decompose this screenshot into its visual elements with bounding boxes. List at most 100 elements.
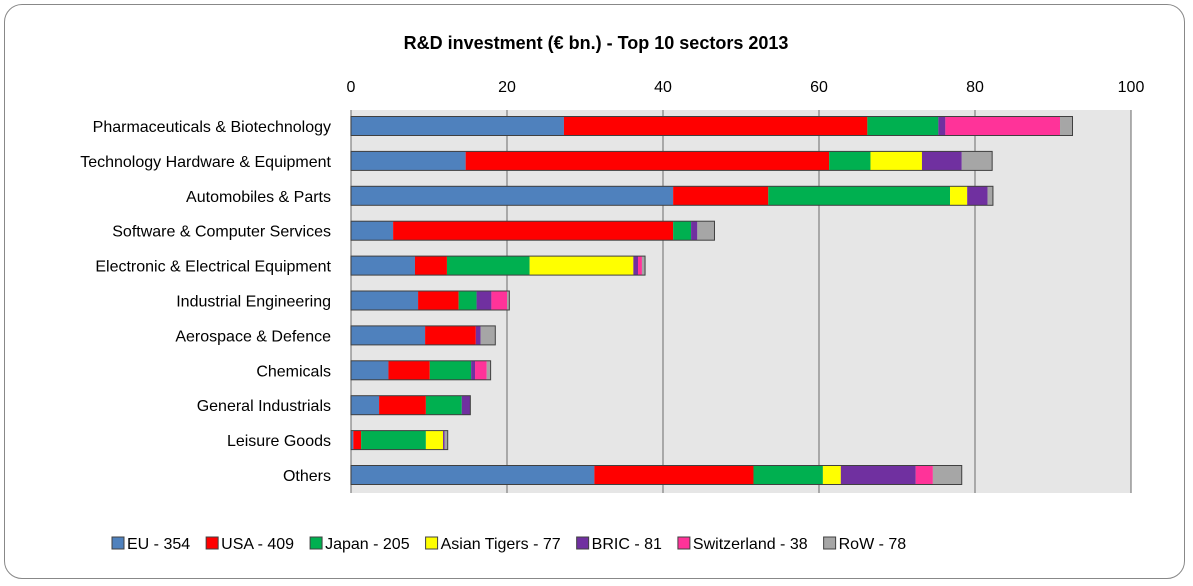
category-label: Industrial Engineering bbox=[176, 294, 331, 311]
bar-outline bbox=[350, 116, 1073, 136]
bar-segment bbox=[351, 151, 466, 171]
bar-segment bbox=[921, 151, 962, 171]
legend-swatch bbox=[823, 536, 837, 550]
bar-outline bbox=[350, 465, 963, 485]
legend-item: Japan - 205 bbox=[309, 536, 410, 553]
bar-segment bbox=[353, 430, 362, 450]
category-label: General Industrials bbox=[197, 398, 331, 415]
bar-segment bbox=[471, 360, 476, 380]
x-tick-label: 100 bbox=[1118, 79, 1145, 96]
bar-segment bbox=[461, 395, 471, 415]
bar-segment bbox=[961, 151, 993, 171]
legend-item: RoW - 78 bbox=[823, 536, 906, 553]
bar-segment bbox=[938, 116, 946, 136]
bar-group bbox=[350, 395, 471, 416]
legend-item: Switzerland - 38 bbox=[677, 536, 808, 553]
legend-swatch bbox=[309, 536, 323, 550]
bar-segment bbox=[475, 325, 481, 345]
bar-segment bbox=[351, 465, 595, 485]
legend-item: EU - 354 bbox=[111, 536, 190, 553]
bar-segment bbox=[950, 186, 968, 206]
category-label: Others bbox=[283, 468, 331, 485]
bar-segment bbox=[529, 256, 634, 276]
bar-group bbox=[350, 430, 449, 451]
bar-segment bbox=[475, 360, 487, 380]
bar-segment bbox=[351, 256, 415, 276]
legend-swatch bbox=[425, 536, 439, 550]
bar-segment bbox=[507, 291, 510, 310]
x-tick-label: 0 bbox=[347, 79, 356, 96]
bar-segment bbox=[351, 430, 354, 450]
bar-segment bbox=[673, 186, 769, 206]
bar-segment bbox=[691, 221, 698, 241]
bar-segment bbox=[379, 395, 426, 415]
bar-segment bbox=[822, 465, 841, 485]
x-tick-label: 80 bbox=[966, 79, 984, 96]
bar-segment bbox=[932, 465, 962, 485]
bar-segment bbox=[351, 291, 419, 310]
legend-label: Japan - 205 bbox=[325, 536, 410, 553]
bar-outline bbox=[350, 325, 496, 346]
bar-segment bbox=[351, 360, 389, 380]
bar-outline bbox=[350, 430, 449, 451]
legend: EU - 354 USA - 409 Japan - 205 Asian Tigers… bbox=[111, 536, 906, 553]
bar-segment bbox=[870, 151, 922, 171]
bar-segment bbox=[425, 395, 462, 415]
bar-segment bbox=[491, 291, 507, 310]
bar-segment bbox=[867, 116, 939, 136]
bar-segment bbox=[414, 256, 447, 276]
bar-segment bbox=[425, 325, 476, 345]
bar-segment bbox=[987, 186, 993, 206]
x-tick-label: 40 bbox=[654, 79, 672, 96]
bar-segment bbox=[697, 221, 715, 241]
category-label: Leisure Goods bbox=[227, 433, 331, 450]
bar-group bbox=[350, 220, 715, 241]
bar-segment bbox=[480, 325, 496, 345]
bar-segment bbox=[388, 360, 430, 380]
bar-group bbox=[350, 116, 1073, 136]
bar-group bbox=[350, 325, 496, 346]
legend-label: USA - 409 bbox=[221, 536, 294, 553]
legend-item: Asian Tigers - 77 bbox=[425, 536, 561, 553]
bar-segment bbox=[641, 256, 646, 276]
bar-outline bbox=[350, 150, 993, 171]
bar-segment bbox=[638, 256, 642, 276]
bar-group bbox=[350, 290, 510, 311]
bar-segment bbox=[458, 291, 477, 310]
bar-segment bbox=[444, 430, 448, 450]
x-tick-label: 60 bbox=[810, 79, 828, 96]
bar-outline bbox=[350, 185, 994, 206]
category-labels: Pharmaceuticals & Biotechnology Technolog… bbox=[80, 119, 331, 485]
bar-segment bbox=[425, 430, 444, 450]
bar-segment bbox=[351, 116, 564, 136]
legend-label: EU - 354 bbox=[127, 536, 190, 553]
legend-swatch bbox=[205, 536, 219, 550]
bar-segment bbox=[486, 360, 491, 380]
bar-segment bbox=[393, 221, 674, 241]
category-label: Pharmaceuticals & Biotechnology bbox=[93, 119, 331, 136]
legend-label: BRIC - 81 bbox=[592, 536, 662, 553]
bar-outline bbox=[350, 220, 715, 241]
bar-segment bbox=[446, 256, 530, 276]
bar-group bbox=[350, 255, 646, 276]
bar-segment bbox=[753, 465, 823, 485]
bar-segment bbox=[351, 221, 394, 241]
category-label: Automobiles & Parts bbox=[186, 189, 331, 206]
bar-segment bbox=[915, 465, 933, 485]
x-tick-label: 20 bbox=[498, 79, 516, 96]
legend-swatch bbox=[576, 536, 590, 550]
bar-outline bbox=[350, 360, 492, 381]
bar-segment bbox=[768, 186, 951, 206]
bar-segment bbox=[594, 465, 754, 485]
bar-segment bbox=[673, 221, 692, 241]
legend-label: Asian Tigers - 77 bbox=[441, 536, 561, 553]
bar-segment bbox=[351, 186, 674, 206]
category-label: Software & Computer Services bbox=[112, 224, 331, 241]
bar-segment bbox=[351, 325, 426, 345]
legend-swatch bbox=[677, 536, 691, 550]
bar-segment bbox=[443, 430, 445, 450]
category-label: Chemicals bbox=[256, 363, 331, 380]
bar-group bbox=[350, 360, 492, 381]
chart-title: R&D investment (€ bn.) - Top 10 sectors … bbox=[404, 33, 789, 53]
